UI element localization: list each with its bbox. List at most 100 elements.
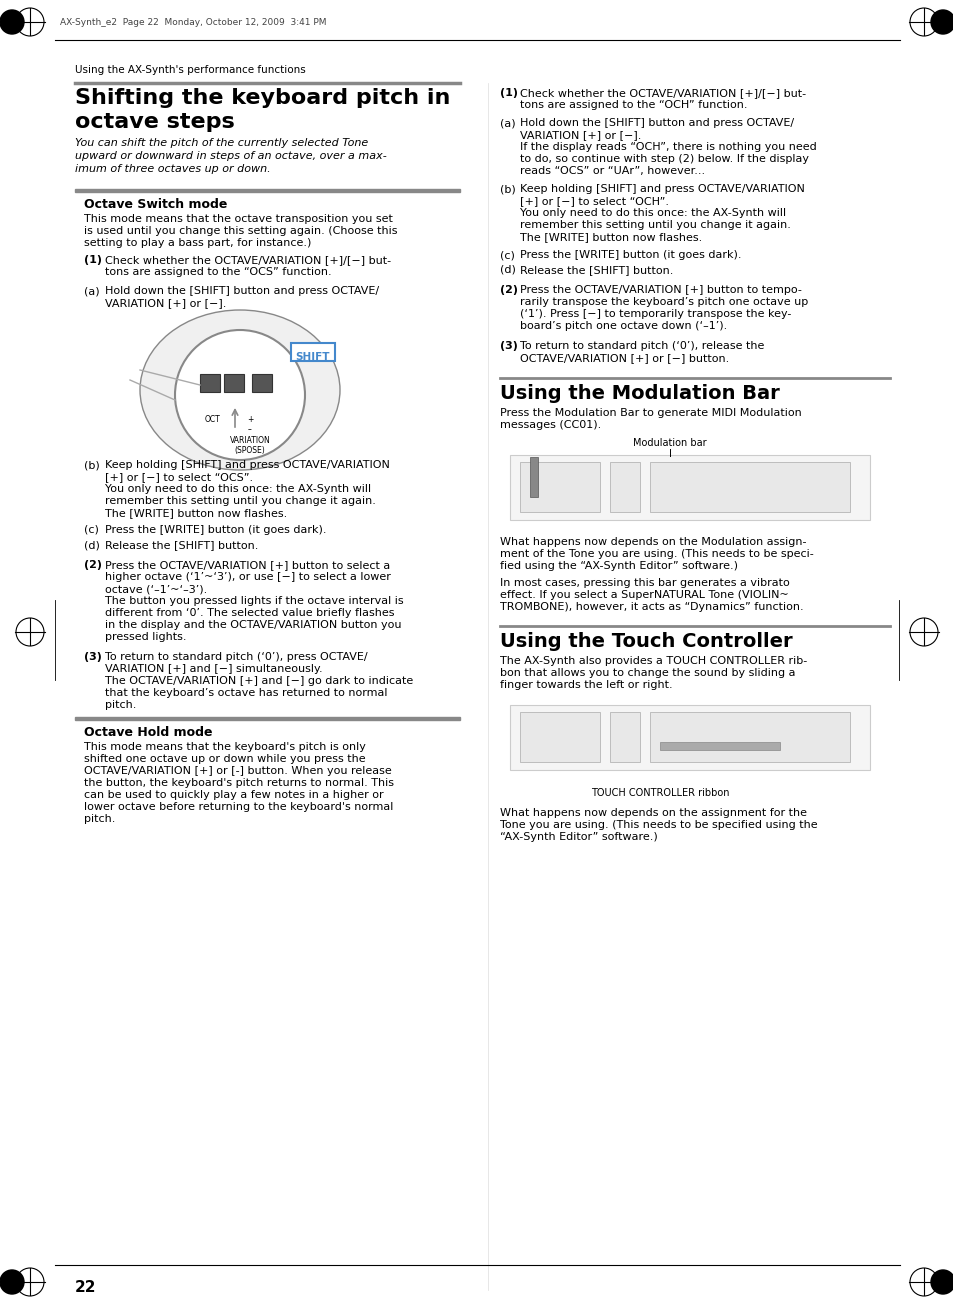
Bar [75,188,459,192]
Bar [649,712,849,763]
Text: Shifting the keyboard pitch in: Shifting the keyboard pitch in [75,88,450,109]
Text: Using the Touch Controller: Using the Touch Controller [499,632,792,651]
Text: The OCTAVE/VARIATION [+] and [−] go dark to indicate: The OCTAVE/VARIATION [+] and [−] go dark… [105,676,413,685]
Text: OCT: OCT [205,415,221,424]
Text: Using the AX-Synth's performance functions: Using the AX-Synth's performance functio… [75,65,305,75]
Text: This mode means that the keyboard's pitch is only: This mode means that the keyboard's pitc… [84,742,366,752]
Text: AX-Synth_e2  Page 22  Monday, October 12, 2009  3:41 PM: AX-Synth_e2 Page 22 Monday, October 12, … [60,18,326,27]
Circle shape [0,10,24,34]
Text: (a): (a) [84,286,99,296]
Text: board’s pitch one octave down (‘–1’).: board’s pitch one octave down (‘–1’). [519,320,726,331]
Text: This mode means that the octave transposition you set: This mode means that the octave transpos… [84,215,393,224]
Text: If the display reads “OCH”, there is nothing you need: If the display reads “OCH”, there is not… [519,143,816,152]
Text: You only need to do this once: the AX-Synth will: You only need to do this once: the AX-Sy… [519,208,785,218]
Text: (1): (1) [499,88,517,98]
Text: setting to play a bass part, for instance.): setting to play a bass part, for instanc… [84,238,311,249]
Text: Press the OCTAVE/VARIATION [+] button to tempo-: Press the OCTAVE/VARIATION [+] button to… [519,285,801,296]
Text: can be used to quickly play a few notes in a higher or: can be used to quickly play a few notes … [84,790,383,800]
Text: To return to standard pitch (‘0’), release the: To return to standard pitch (‘0’), relea… [519,341,763,351]
Bar [649,462,849,511]
Text: Modulation bar: Modulation bar [633,438,706,449]
Text: Release the [SHIFT] button.: Release the [SHIFT] button. [105,540,258,549]
Text: TROMBONE), however, it acts as “Dynamics” function.: TROMBONE), however, it acts as “Dynamics… [499,602,802,612]
Text: Tone you are using. (This needs to be specified using the: Tone you are using. (This needs to be sp… [499,820,817,831]
Bar [609,712,639,763]
Text: What happens now depends on the Modulation assign-: What happens now depends on the Modulati… [499,538,805,547]
Text: (b): (b) [499,184,516,194]
Text: +
–
VARIATION
(SPOSE): + – VARIATION (SPOSE) [230,415,270,455]
Text: (2): (2) [84,560,102,570]
Text: You only need to do this once: the AX-Synth will: You only need to do this once: the AX-Sy… [105,484,371,494]
Text: ment of the Tone you are using. (This needs to be speci-: ment of the Tone you are using. (This ne… [499,549,813,559]
Text: remember this setting until you change it again.: remember this setting until you change i… [105,496,375,506]
Text: rarily transpose the keyboard’s pitch one octave up: rarily transpose the keyboard’s pitch on… [519,297,807,307]
Text: (2): (2) [499,285,517,296]
Text: Check whether the OCTAVE/VARIATION [+]/[−] but-: Check whether the OCTAVE/VARIATION [+]/[… [519,88,805,98]
Text: Press the OCTAVE/VARIATION [+] button to select a: Press the OCTAVE/VARIATION [+] button to… [105,560,390,570]
Text: (b): (b) [84,460,100,470]
Bar [530,456,537,497]
Text: (d): (d) [499,266,516,275]
Bar [75,717,459,719]
Text: You can shift the pitch of the currently selected Tone: You can shift the pitch of the currently… [75,139,368,148]
Text: Octave Switch mode: Octave Switch mode [84,198,227,211]
Text: What happens now depends on the assignment for the: What happens now depends on the assignme… [499,808,806,818]
Bar [659,742,780,749]
FancyBboxPatch shape [291,343,335,361]
Text: reads “OCS” or “UAr”, however...: reads “OCS” or “UAr”, however... [519,166,704,177]
Text: [+] or [−] to select “OCH”.: [+] or [−] to select “OCH”. [519,196,668,205]
Text: Octave Hold mode: Octave Hold mode [84,726,213,739]
Text: shifted one octave up or down while you press the: shifted one octave up or down while you … [84,753,365,764]
Text: Hold down the [SHIFT] button and press OCTAVE/: Hold down the [SHIFT] button and press O… [519,118,793,128]
Text: The [WRITE] button now flashes.: The [WRITE] button now flashes. [519,232,701,242]
Text: upward or downward in steps of an octave, over a max-: upward or downward in steps of an octave… [75,150,386,161]
Text: In most cases, pressing this bar generates a vibrato: In most cases, pressing this bar generat… [499,578,789,589]
Text: (‘1’). Press [−] to temporarily transpose the key-: (‘1’). Press [−] to temporarily transpos… [519,309,791,319]
Bar [519,712,599,763]
Text: To return to standard pitch (‘0’), press OCTAVE/: To return to standard pitch (‘0’), press… [105,651,367,662]
Text: SHIFT: SHIFT [295,352,330,362]
Text: (c): (c) [84,525,99,535]
Text: finger towards the left or right.: finger towards the left or right. [499,680,672,691]
Text: to do, so continue with step (2) below. If the display: to do, so continue with step (2) below. … [519,154,808,164]
Bar [510,455,869,521]
Bar [224,374,244,392]
Circle shape [174,330,305,460]
Bar [519,462,599,511]
Text: lower octave before returning to the keyboard's normal: lower octave before returning to the key… [84,802,393,812]
Circle shape [930,1270,953,1294]
Text: remember this setting until you change it again.: remember this setting until you change i… [519,220,790,230]
Text: different from ‘0’. The selected value briefly flashes: different from ‘0’. The selected value b… [105,608,395,617]
Text: the button, the keyboard's pitch returns to normal. This: the button, the keyboard's pitch returns… [84,778,394,787]
Circle shape [930,10,953,34]
Text: Press the [WRITE] button (it goes dark).: Press the [WRITE] button (it goes dark). [519,250,740,260]
Text: octave steps: octave steps [75,112,234,132]
Bar [609,462,639,511]
Text: effect. If you select a SuperNATURAL Tone (VIOLIN~: effect. If you select a SuperNATURAL Ton… [499,590,788,600]
Bar [200,374,220,392]
Text: Using the Modulation Bar: Using the Modulation Bar [499,385,779,403]
Text: pitch.: pitch. [105,700,136,710]
Text: fied using the “AX-Synth Editor” software.): fied using the “AX-Synth Editor” softwar… [499,561,738,572]
Circle shape [0,1270,24,1294]
Text: in the display and the OCTAVE/VARIATION button you: in the display and the OCTAVE/VARIATION … [105,620,401,630]
Bar [510,705,869,770]
Text: octave (‘–1’~‘–3’).: octave (‘–1’~‘–3’). [105,583,207,594]
Text: VARIATION [+] and [−] simultaneously.: VARIATION [+] and [−] simultaneously. [105,664,322,674]
Text: (c): (c) [499,250,515,260]
Text: is used until you change this setting again. (Choose this: is used until you change this setting ag… [84,226,397,235]
Text: “AX-Synth Editor” software.): “AX-Synth Editor” software.) [499,832,657,842]
Text: that the keyboard’s octave has returned to normal: that the keyboard’s octave has returned … [105,688,387,698]
Text: Keep holding [SHIFT] and press OCTAVE/VARIATION: Keep holding [SHIFT] and press OCTAVE/VA… [519,184,804,194]
Text: bon that allows you to change the sound by sliding a: bon that allows you to change the sound … [499,668,795,678]
Text: 22: 22 [75,1281,96,1295]
Text: VARIATION [+] or [−].: VARIATION [+] or [−]. [519,129,640,140]
Text: VARIATION [+] or [−].: VARIATION [+] or [−]. [105,298,226,307]
Text: messages (CC01).: messages (CC01). [499,420,600,430]
Text: tons are assigned to the “OCS” function.: tons are assigned to the “OCS” function. [105,267,332,277]
Bar [252,374,272,392]
Text: (3): (3) [84,651,102,662]
Text: [+] or [−] to select “OCS”.: [+] or [−] to select “OCS”. [105,472,253,483]
Text: OCTAVE/VARIATION [+] or [-] button. When you release: OCTAVE/VARIATION [+] or [-] button. When… [84,766,392,776]
Text: The [WRITE] button now flashes.: The [WRITE] button now flashes. [105,508,287,518]
